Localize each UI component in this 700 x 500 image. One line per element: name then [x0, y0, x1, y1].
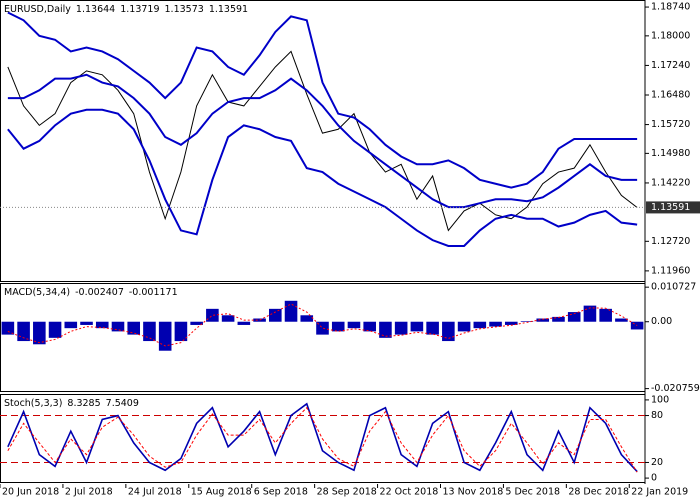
y-tick-label: 1.15720 — [651, 119, 690, 130]
y-tick-label: -0.020759 — [651, 383, 700, 394]
macd-bar — [536, 318, 550, 322]
y-tick-label: 100 — [651, 394, 669, 405]
macd-bar — [95, 321, 109, 329]
header-value: 1.13719 — [120, 4, 159, 15]
x-tick-label: 22 Oct 2018 — [380, 487, 439, 498]
macd-bar — [583, 305, 597, 322]
x-tick-label: 6 Sep 2018 — [254, 487, 308, 498]
y-tick-label: 1.16480 — [651, 90, 690, 101]
header-value: -0.001171 — [129, 287, 178, 298]
header-value: 8.3285 — [67, 398, 100, 409]
header-value: 1.13573 — [165, 4, 204, 15]
series-line — [7, 108, 638, 247]
series-line — [7, 11, 638, 189]
macd-bar — [284, 300, 298, 322]
y-tick-label: 1.17240 — [651, 60, 690, 71]
x-tick-label: 28 Dec 2018 — [568, 487, 629, 498]
macd-bar — [253, 318, 266, 322]
series-line — [7, 406, 638, 473]
macd-bar — [552, 316, 565, 322]
macd-bar — [363, 321, 376, 332]
macd-bar — [143, 321, 156, 342]
macd-bar — [221, 315, 235, 322]
macd-bar — [442, 321, 455, 342]
x-tick-label: 15 Aug 2018 — [191, 487, 252, 498]
header-name: MACD(5,34,4) — [4, 287, 70, 298]
y-tick-label: 20 — [651, 457, 663, 468]
macd-bar — [489, 321, 502, 327]
macd-bar — [410, 321, 424, 332]
y-tick-label: 0.00 — [651, 316, 672, 327]
macd-bar — [174, 321, 188, 342]
macd-bar — [206, 308, 219, 322]
x-tick-label: 20 Jun 2018 — [2, 487, 59, 498]
macd-bar — [300, 315, 314, 322]
macd-bar — [127, 321, 141, 335]
macd-bar — [504, 321, 518, 325]
macd-bar — [331, 321, 345, 332]
macd-bar — [158, 321, 172, 351]
macd-bar — [379, 321, 392, 338]
macd-bar — [1, 321, 15, 335]
indicator-header: Stoch(5,3,3) 8.3285 7.5409 — [4, 398, 139, 409]
macd-bar — [64, 321, 78, 329]
x-tick-label: 2 Jul 2018 — [65, 487, 113, 498]
y-tick-label: 1.12720 — [651, 236, 690, 247]
y-tick-label: 0 — [651, 473, 657, 484]
macd-bar — [394, 321, 408, 335]
header-name: EURUSD,Daily — [4, 4, 71, 15]
x-tick-label: 28 Sep 2018 — [317, 487, 377, 498]
x-tick-label: 22 Jan 2019 — [631, 487, 688, 498]
series-line — [7, 402, 638, 473]
series-line — [7, 73, 638, 209]
macd-bar — [567, 312, 581, 322]
macd-bar — [48, 321, 62, 338]
macd-bar — [269, 308, 282, 322]
header-value: 7.5409 — [106, 398, 139, 409]
header-name: Stoch(5,3,3) — [4, 398, 62, 409]
indicator-header: MACD(5,34,4) -0.002407 -0.001171 — [4, 287, 178, 298]
header-value: 1.13644 — [76, 4, 115, 15]
last-price-box — [646, 201, 700, 214]
macd-bar — [237, 321, 251, 325]
y-tick-label: 1.18740 — [651, 2, 690, 13]
x-tick-label: 24 Jul 2018 — [128, 487, 182, 498]
macd-bar — [599, 308, 612, 322]
x-tick-label: 13 Nov 2018 — [442, 487, 503, 498]
macd-bar — [426, 321, 439, 335]
y-tick-label: 1.11960 — [651, 265, 690, 276]
macd-bar — [80, 321, 93, 325]
y-tick-label: 0.010727 — [651, 282, 696, 293]
macd-bar — [347, 321, 361, 329]
indicator-header: EURUSD,Daily 1.13644 1.13719 1.13573 1.13591 — [4, 4, 248, 15]
macd-bar — [316, 321, 329, 335]
macd-bar — [473, 321, 487, 329]
x-tick-label: 5 Dec 2018 — [505, 487, 560, 498]
y-tick-label: 1.14220 — [651, 177, 690, 188]
macd-bar — [457, 321, 471, 332]
y-tick-label: 1.14980 — [651, 148, 690, 159]
last-price-label: 1.13591 — [651, 202, 690, 213]
macd-bar — [33, 321, 46, 345]
macd-bar — [520, 321, 534, 322]
series-line — [7, 303, 638, 347]
macd-bar — [190, 321, 203, 325]
y-tick-label: 1.18000 — [651, 30, 690, 41]
macd-bar — [111, 321, 125, 332]
macd-bar — [630, 321, 644, 330]
y-tick-label: 80 — [651, 410, 663, 421]
header-value: 1.13591 — [209, 4, 248, 15]
macd-bar — [615, 318, 628, 322]
header-value: -0.002407 — [75, 287, 124, 298]
